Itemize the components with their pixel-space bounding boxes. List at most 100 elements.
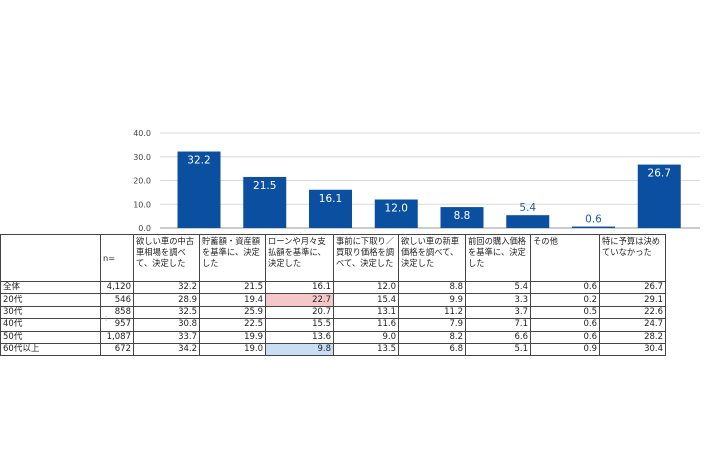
table-cell: 0.6: [530, 280, 600, 295]
y-tick-label: 20.0: [133, 177, 151, 186]
bar: [572, 226, 615, 228]
column-header: 欲しい車の中古車相場を調べて、決定した: [133, 234, 200, 282]
table-cell: 32.2: [133, 280, 200, 295]
table-cell: 19.0: [199, 342, 266, 357]
table-cell: 22.5: [199, 318, 266, 332]
table-cell: 9.8: [265, 342, 334, 357]
table-cell: 9.9: [398, 293, 466, 307]
column-header: 特に予算は決めていなかった: [599, 234, 666, 282]
y-tick-label: 10.0: [133, 200, 151, 209]
row-label: 全体: [0, 280, 101, 295]
bar-value-label: 8.8: [454, 210, 471, 222]
table-cell: 26.7: [599, 280, 666, 295]
row-n: 4,120: [100, 280, 134, 295]
column-header: 事前に下取り／買取り価格を調べて、決定した: [333, 234, 399, 282]
table-cell: 22.6: [599, 305, 666, 320]
table-cell: 7.9: [398, 318, 466, 332]
header-n: n=: [100, 234, 134, 282]
bar-value-label: 0.6: [585, 214, 602, 226]
row-label: 50代: [0, 330, 101, 344]
table-row: 60代以上 672 34.2 19.0 9.8 13.5 6.8 5.1 0.9 30.4: [0, 342, 666, 357]
table-cell: 19.4: [199, 293, 266, 307]
column-header: 貯蓄額・資産額を基準に、決定した: [199, 234, 266, 282]
table-cell: 0.6: [530, 318, 600, 332]
table-cell: 8.2: [398, 330, 466, 344]
table-header-row: n= 欲しい車の中古車相場を調べて、決定した 貯蓄額・資産額を基準に、決定した ローン…: [0, 234, 666, 282]
bar: [440, 207, 484, 228]
table-cell: 34.2: [133, 342, 200, 357]
y-axis-ticks: 0.0 10.0 20.0 30.0 40.0: [133, 129, 151, 233]
bar: [309, 189, 352, 228]
table-cell: 15.5: [265, 318, 334, 332]
column-header: 欲しい車の新車価格を調べて、決定した: [398, 234, 466, 282]
table-cell: 0.9: [530, 342, 600, 357]
row-label: 20代: [0, 293, 101, 307]
bar-value-label: 12.0: [385, 203, 408, 215]
table-cell: 13.5: [333, 342, 399, 357]
table-cell: 28.9: [133, 293, 200, 307]
column-header: 前回の購入価格を基準に、決定した: [465, 234, 531, 282]
row-label: 30代: [0, 305, 101, 320]
table-cell: 30.8: [133, 318, 200, 332]
table-cell: 0.5: [530, 305, 600, 320]
table-cell: 5.1: [465, 342, 531, 357]
column-header: その他: [530, 234, 600, 282]
table-cell: 11.2: [398, 305, 466, 320]
table-cell: 22.7: [265, 293, 334, 307]
table-cell: 15.4: [333, 293, 399, 307]
table-cell: 6.6: [465, 330, 531, 344]
table-cell: 11.6: [333, 318, 399, 332]
chart-grid: [160, 132, 700, 229]
y-tick-label: 30.0: [133, 153, 151, 162]
table-cell: 6.8: [398, 342, 466, 357]
table-cell: 7.1: [465, 318, 531, 332]
table-row: 40代 957 30.8 22.5 15.5 11.6 7.9 7.1 0.6 24.7: [0, 318, 666, 332]
table-cell: 16.1: [265, 280, 334, 295]
table-cell: 13.6: [265, 330, 334, 344]
table-cell: 28.2: [599, 330, 666, 344]
table-cell: 19.9: [199, 330, 266, 344]
table-cell: 5.4: [465, 280, 531, 295]
y-tick-label: 0.0: [138, 224, 151, 233]
table-row: 30代 858 32.5 25.9 20.7 13.1 11.2 3.7 0.5 22.6: [0, 305, 666, 320]
chart-bars: [177, 151, 681, 228]
table-cell: 13.1: [333, 305, 399, 320]
y-tick-label: 40.0: [133, 129, 151, 138]
table-cell: 21.5: [199, 280, 266, 295]
bar: [177, 151, 221, 228]
table-cell: 20.7: [265, 305, 334, 320]
table-cell: 0.6: [530, 330, 600, 344]
bar-value-label: 26.7: [648, 168, 671, 180]
bar: [374, 199, 418, 228]
column-header: ローンや月々支払額を基準に、決定した: [265, 234, 334, 282]
table-cell: 8.8: [398, 280, 466, 295]
table-row: 全体 4,120 32.2 21.5 16.1 12.0 8.8 5.4 0.6 26.7: [0, 280, 666, 295]
table-row: 50代 1,087 33.7 19.9 13.6 9.0 8.2 6.6 0.6 28.2: [0, 330, 666, 344]
bar-value-labels: 32.2 21.5 16.1 12.0 8.8 5.4 0.6 26.7: [187, 155, 671, 226]
table-cell: 3.3: [465, 293, 531, 307]
row-n: 546: [100, 293, 134, 307]
stray-mark: ⁝: [105, 315, 108, 323]
table-cell: 9.0: [333, 330, 399, 344]
table-cell: 29.1: [599, 293, 666, 307]
bar-value-label: 32.2: [187, 155, 210, 167]
row-label: 60代以上: [0, 342, 101, 357]
bar-value-label: 21.5: [253, 180, 276, 192]
bar-chart: 0.0 10.0 20.0 30.0 40.0 32.2 21.5 16.1 12.0 8.8 5…: [133, 129, 700, 233]
table-cell: 33.7: [133, 330, 200, 344]
table-cell: 12.0: [333, 280, 399, 295]
table-cell: 32.5: [133, 305, 200, 320]
table-cell: 3.7: [465, 305, 531, 320]
row-n: 672: [100, 342, 134, 357]
table-cell: 25.9: [199, 305, 266, 320]
table-cell: 24.7: [599, 318, 666, 332]
bar-value-label: 16.1: [319, 193, 342, 205]
row-n: 1,087: [100, 330, 134, 344]
bar: [506, 215, 550, 228]
table-cell: 30.4: [599, 342, 666, 357]
bar: [637, 164, 681, 228]
bar-value-label: 5.4: [519, 202, 536, 214]
table-row: 20代 546 28.9 19.4 22.7 15.4 9.9 3.3 0.2 29.1: [0, 293, 666, 307]
data-table: n= 欲しい車の中古車相場を調べて、決定した 貯蓄額・資産額を基準に、決定した ローン…: [0, 234, 666, 357]
table-cell: 0.2: [530, 293, 600, 307]
